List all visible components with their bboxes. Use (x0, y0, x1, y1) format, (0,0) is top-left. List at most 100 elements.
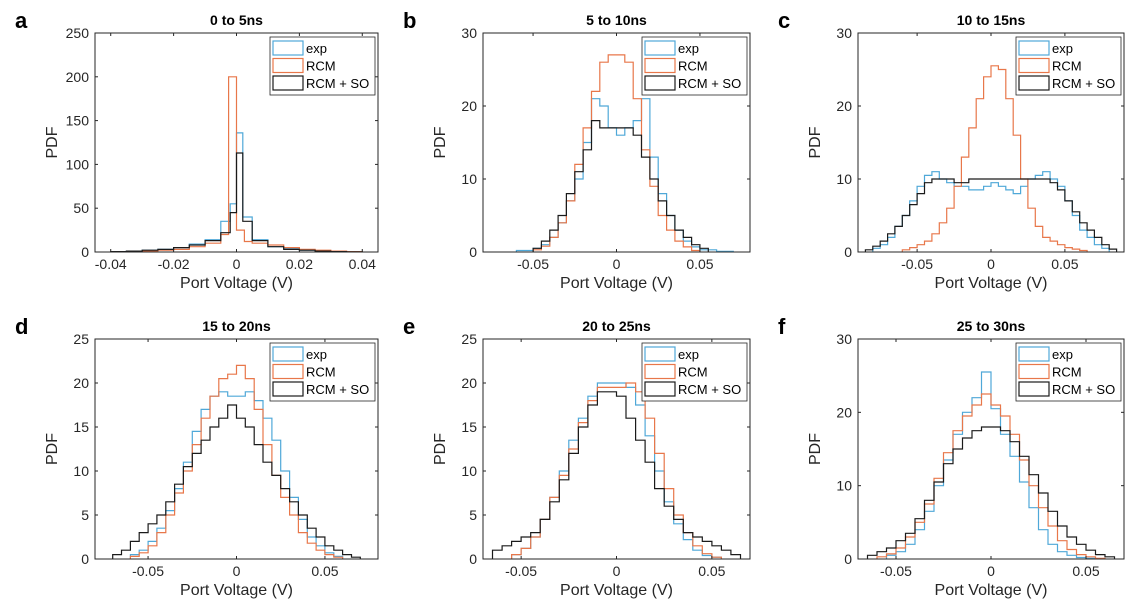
y-tick-label: 5 (81, 507, 89, 523)
y-tick-label: 20 (461, 98, 477, 114)
x-tick-label: 0.02 (286, 256, 313, 272)
legend-swatch (1018, 363, 1050, 380)
y-tick-label: 50 (73, 200, 89, 216)
panel-title: 20 to 25ns (582, 318, 651, 334)
panel-letter: d (15, 314, 28, 339)
x-tick-label: 0.05 (1072, 563, 1099, 579)
legend-swatch (644, 57, 676, 74)
series-exp-line (885, 371, 1097, 559)
y-tick-label: 10 (461, 171, 477, 187)
y-tick-label: 0 (81, 244, 89, 260)
x-tick-label: 0 (233, 256, 241, 272)
y-tick-label: 0 (469, 551, 477, 567)
x-axis-label: Port Voltage (V) (560, 275, 673, 292)
legend-label: RCM + SO (306, 76, 369, 91)
series-group (110, 76, 363, 252)
y-tick-label: 250 (66, 25, 90, 41)
y-axis-label: PDF (807, 126, 824, 158)
legend-box (1015, 36, 1122, 96)
legend-swatch (272, 381, 304, 397)
y-tick-label: 30 (836, 25, 852, 41)
legend-box (641, 342, 748, 402)
panel-letter: c (778, 8, 790, 33)
x-tick-label: -0.05 (505, 563, 537, 579)
legend-label: exp (306, 347, 327, 362)
panel-title: 10 to 15ns (957, 12, 1026, 28)
panel-c: -0.05 0 0.05 0 10 20 30 Port Voltage (V) PDF 10 t… (778, 8, 1125, 292)
legend-swatch (644, 40, 676, 56)
legend-box (269, 342, 376, 402)
legend-swatch (1018, 75, 1050, 91)
x-axis-label: Port Voltage (V) (935, 582, 1048, 599)
series-rcm-so-line (491, 391, 742, 559)
legend-label: RCM (678, 59, 708, 74)
legend-label: RCM (1052, 365, 1082, 380)
series-rcm-so-line (112, 404, 361, 559)
legend-label: exp (678, 347, 699, 362)
panel-title: 5 to 10ns (586, 12, 647, 28)
y-tick-label: 10 (836, 478, 852, 494)
x-axis-label: Port Voltage (V) (180, 582, 293, 599)
legend: exp RCM RCM + SO (269, 36, 376, 96)
legend: exp RCM RCM + SO (1015, 36, 1122, 96)
y-tick-label: 0 (81, 551, 89, 567)
y-tick-label: 200 (66, 69, 90, 85)
y-tick-label: 150 (66, 113, 90, 129)
legend-label: RCM + SO (678, 76, 741, 91)
legend-swatch (644, 363, 676, 380)
legend: exp RCM RCM + SO (269, 342, 376, 402)
y-axis-label: PDF (44, 126, 61, 158)
x-tick-label: 0 (613, 563, 621, 579)
x-tick-label: -0.05 (880, 563, 912, 579)
series-rcm-so-line (866, 426, 1116, 559)
y-tick-label: 20 (836, 404, 852, 420)
series-rcm-line (129, 364, 344, 559)
y-axis-label: PDF (432, 126, 449, 158)
panel-title: 25 to 30ns (957, 318, 1026, 334)
series-group (864, 65, 1118, 252)
y-axis-label: PDF (807, 433, 824, 465)
y-tick-label: 0 (469, 244, 477, 260)
x-tick-label: -0.04 (95, 256, 127, 272)
x-axis-label: Port Voltage (V) (180, 275, 293, 292)
y-tick-label: 15 (461, 419, 477, 435)
y-tick-label: 15 (73, 419, 89, 435)
series-group (491, 382, 742, 559)
panel-letter: b (403, 8, 416, 33)
x-tick-label: 0.04 (349, 256, 376, 272)
x-tick-label: 0 (613, 256, 621, 272)
legend-box (1015, 342, 1122, 402)
legend-swatch (272, 57, 304, 74)
x-tick-label: -0.02 (158, 256, 190, 272)
legend-label: RCM (306, 365, 336, 380)
y-tick-label: 20 (73, 375, 89, 391)
panel-title: 0 to 5ns (210, 12, 263, 28)
legend-swatch (1018, 381, 1050, 397)
y-tick-label: 30 (461, 25, 477, 41)
y-tick-label: 10 (461, 463, 477, 479)
legend-swatch (272, 75, 304, 91)
legend-label: exp (306, 41, 327, 56)
panel-b: -0.05 0 0.05 0 10 20 30 Port Voltage (V) PDF 5 to… (403, 8, 751, 292)
panel-title: 15 to 20ns (202, 318, 271, 334)
y-tick-label: 0 (844, 551, 852, 567)
y-tick-label: 5 (469, 507, 477, 523)
x-tick-label: -0.05 (901, 256, 933, 272)
legend-swatch (644, 75, 676, 91)
y-tick-label: 30 (836, 331, 852, 347)
series-rcm-so-line (864, 178, 1118, 252)
x-tick-label: -0.05 (517, 256, 549, 272)
legend-swatch (272, 363, 304, 380)
series-group (112, 364, 361, 559)
y-tick-label: 0 (844, 244, 852, 260)
x-tick-label: 0.05 (686, 256, 713, 272)
panel-a: -0.04 -0.02 0 0.02 0.04 0 50 100 150 200 250 Port V… (15, 8, 379, 292)
legend-label: RCM (1052, 59, 1082, 74)
x-tick-label: 0.05 (311, 563, 338, 579)
panel-d: -0.05 0 0.05 0 5 10 15 20 25 Port Voltage (V) PDF 1… (15, 314, 379, 599)
legend-label: exp (678, 41, 699, 56)
legend-box (269, 36, 376, 96)
legend-swatch (1018, 40, 1050, 56)
series-group (515, 54, 734, 252)
